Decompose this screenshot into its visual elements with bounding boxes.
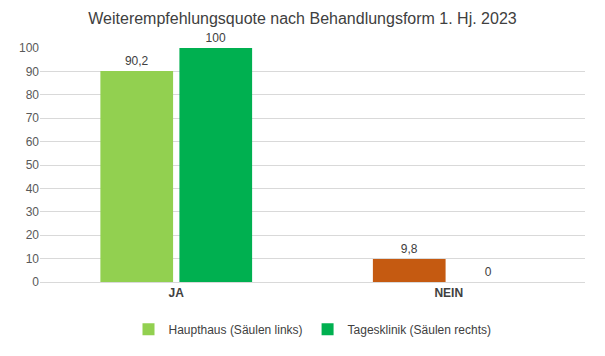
svg-text:0: 0 [485,265,492,279]
svg-text:90: 90 [26,65,40,79]
svg-text:0: 0 [32,275,39,289]
svg-text:80: 80 [26,88,40,102]
svg-text:60: 60 [26,135,40,149]
svg-text:90,2: 90,2 [125,54,149,68]
svg-text:Tagesklinik (Säulen rechts): Tagesklinik (Säulen rechts) [348,323,491,337]
svg-text:50: 50 [26,158,40,172]
svg-text:40: 40 [26,182,40,196]
svg-text:JA: JA [169,286,185,300]
svg-text:30: 30 [26,205,40,219]
svg-text:NEIN: NEIN [434,286,463,300]
svg-text:100: 100 [206,31,226,45]
svg-text:10: 10 [26,252,40,266]
svg-text:Weiterempfehlungsquote nach Be: Weiterempfehlungsquote nach Behandlungsf… [88,10,517,27]
svg-text:70: 70 [26,111,40,125]
svg-text:100: 100 [19,41,39,55]
svg-text:9,8: 9,8 [401,242,418,256]
svg-text:Haupthaus (Säulen links): Haupthaus (Säulen links) [169,323,303,337]
svg-text:20: 20 [26,228,40,242]
